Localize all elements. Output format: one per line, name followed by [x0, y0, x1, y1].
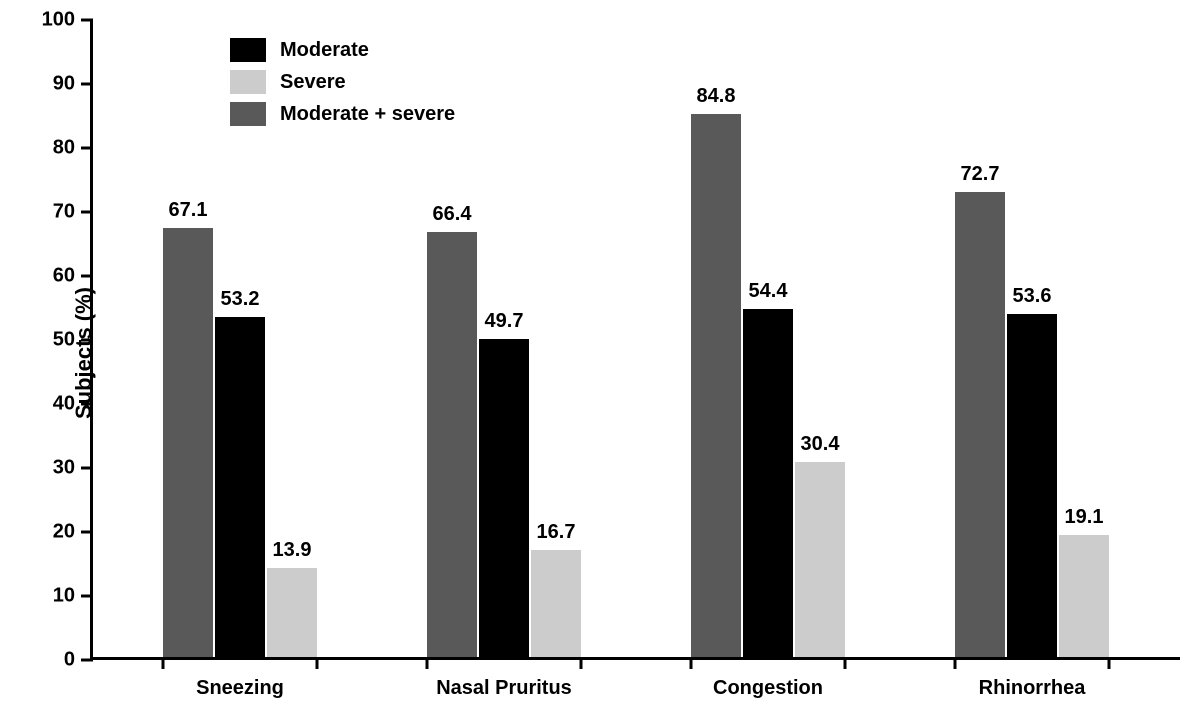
bar: 16.7 — [531, 550, 581, 657]
legend-item: Moderate + severe — [230, 102, 455, 126]
bar: 53.2 — [215, 317, 265, 657]
legend-label: Moderate — [280, 39, 369, 62]
bar: 49.7 — [479, 339, 529, 657]
legend-item: Moderate — [230, 38, 455, 62]
y-tick — [81, 595, 93, 598]
y-tick-label: 30 — [53, 457, 75, 480]
y-tick — [81, 275, 93, 278]
bar-chart: 010203040506070809010067.153.213.9Sneezi… — [0, 0, 1200, 718]
x-tick — [316, 657, 319, 669]
bar-value-label: 67.1 — [169, 199, 208, 222]
x-tick — [954, 657, 957, 669]
bar: 54.4 — [743, 309, 793, 657]
legend: Moderate Severe Moderate + severe — [230, 38, 455, 134]
bar-value-label: 53.2 — [221, 288, 260, 311]
y-tick-label: 90 — [53, 73, 75, 96]
bar-value-label: 13.9 — [273, 539, 312, 562]
bar-value-label: 84.8 — [697, 85, 736, 108]
y-tick-label: 80 — [53, 137, 75, 160]
x-tick — [690, 657, 693, 669]
x-tick — [162, 657, 165, 669]
legend-item: Severe — [230, 70, 455, 94]
bar: 67.1 — [163, 228, 213, 657]
x-tick — [844, 657, 847, 669]
y-tick-label: 60 — [53, 265, 75, 288]
y-tick-label: 10 — [53, 585, 75, 608]
bar: 53.6 — [1007, 314, 1057, 657]
bar: 30.4 — [795, 462, 845, 657]
x-category-label: Nasal Pruritus — [436, 677, 572, 700]
y-tick — [81, 659, 93, 662]
y-tick — [81, 83, 93, 86]
bar: 66.4 — [427, 232, 477, 657]
bar: 72.7 — [955, 192, 1005, 657]
y-tick-label: 70 — [53, 201, 75, 224]
x-category-label: Sneezing — [196, 677, 284, 700]
x-category-label: Rhinorrhea — [979, 677, 1086, 700]
y-tick — [81, 147, 93, 150]
bar: 19.1 — [1059, 535, 1109, 657]
legend-swatch — [230, 102, 266, 126]
x-tick — [580, 657, 583, 669]
bar-value-label: 30.4 — [801, 433, 840, 456]
bar-value-label: 16.7 — [537, 521, 576, 544]
bar: 13.9 — [267, 568, 317, 657]
legend-swatch — [230, 38, 266, 62]
bar-value-label: 54.4 — [749, 280, 788, 303]
bar-value-label: 66.4 — [433, 203, 472, 226]
y-tick-label: 0 — [64, 649, 75, 672]
y-axis-title: Subjects (%) — [71, 287, 97, 419]
legend-swatch — [230, 70, 266, 94]
y-tick-label: 100 — [42, 9, 75, 32]
x-tick — [426, 657, 429, 669]
bar-value-label: 72.7 — [961, 163, 1000, 186]
y-tick-label: 20 — [53, 521, 75, 544]
x-tick — [1108, 657, 1111, 669]
x-category-label: Congestion — [713, 677, 823, 700]
y-tick — [81, 467, 93, 470]
y-tick — [81, 531, 93, 534]
bar-value-label: 49.7 — [485, 310, 524, 333]
legend-label: Moderate + severe — [280, 103, 455, 126]
legend-label: Severe — [280, 71, 346, 94]
bar-value-label: 53.6 — [1013, 285, 1052, 308]
bar: 84.8 — [691, 114, 741, 657]
y-tick — [81, 19, 93, 22]
y-tick — [81, 211, 93, 214]
bar-value-label: 19.1 — [1065, 506, 1104, 529]
